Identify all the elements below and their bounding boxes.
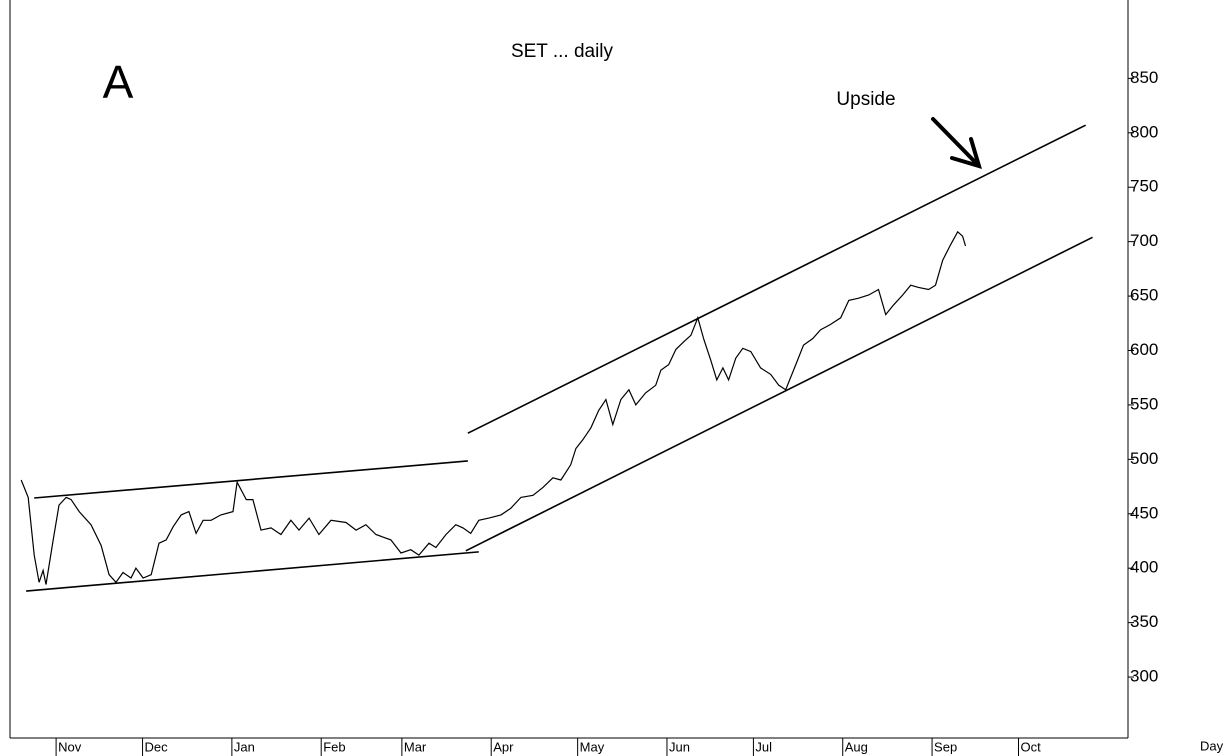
x-tick-label: Jul [755, 739, 772, 754]
x-tick-label: Mar [404, 739, 427, 754]
trend-line [34, 460, 468, 499]
y-tick-label: 550 [1130, 394, 1158, 413]
x-tick-label: Apr [493, 739, 514, 754]
x-tick-label: Oct [1021, 739, 1042, 754]
y-tick-label: 650 [1130, 286, 1158, 305]
y-tick-label: 300 [1130, 667, 1158, 686]
y-tick-label: 850 [1130, 68, 1158, 87]
y-tick-label: 700 [1130, 231, 1158, 250]
y-tick-label: 800 [1130, 122, 1158, 141]
trend-line [26, 551, 479, 592]
annotation: Upside [836, 89, 895, 110]
x-tick-label: Dec [145, 739, 169, 754]
x-tick-label: Aug [845, 739, 868, 754]
y-tick-label: 750 [1130, 177, 1158, 196]
panel-label: A [103, 56, 134, 108]
x-axis-label: Day [1200, 738, 1224, 753]
y-tick-label: 400 [1130, 558, 1158, 577]
chart-title: SET ... daily [511, 41, 614, 62]
trend-line [465, 236, 1093, 552]
x-tick-label: Feb [323, 739, 345, 754]
x-tick-label: Sep [934, 739, 957, 754]
price-line [20, 230, 967, 585]
y-tick-label: 350 [1130, 612, 1158, 631]
y-tick-label: 500 [1130, 449, 1158, 468]
y-tick-label: 450 [1130, 503, 1158, 522]
x-tick-label: Jun [669, 739, 690, 754]
y-tick-label: 600 [1130, 340, 1158, 359]
x-tick-label: May [580, 739, 605, 754]
x-tick-label: Jan [234, 739, 255, 754]
x-tick-label: Nov [58, 739, 82, 754]
trend-line [467, 124, 1086, 434]
annotation-arrow [931, 117, 982, 169]
